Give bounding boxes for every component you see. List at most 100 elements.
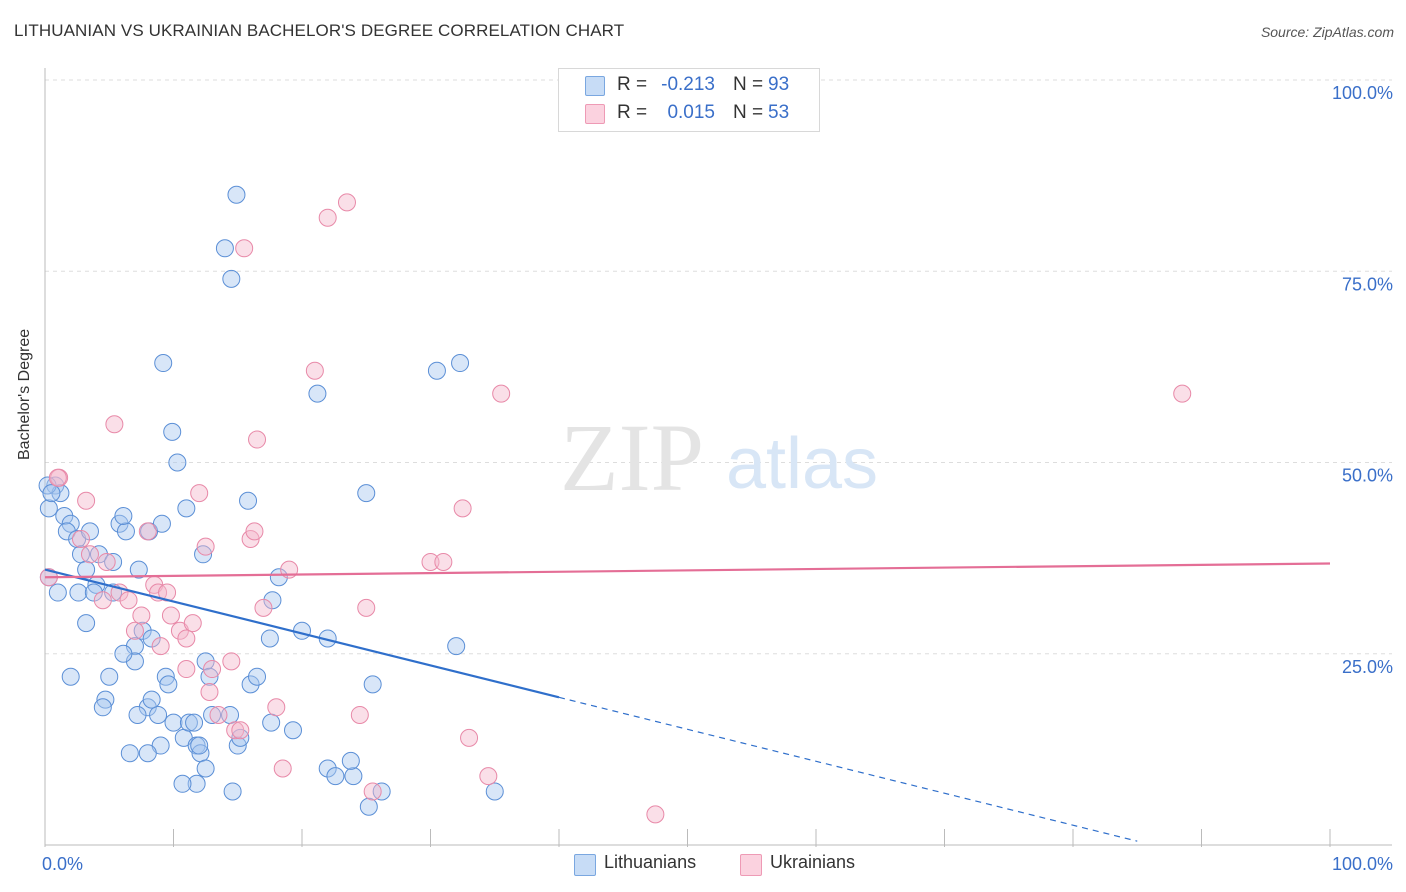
data-point <box>260 629 279 648</box>
data-point <box>80 522 99 541</box>
data-point <box>77 560 96 579</box>
legend-n-value: 53 <box>768 102 790 123</box>
y-axis-label: Bachelor's Degree <box>16 328 33 460</box>
legend-r-label: R = <box>617 74 648 95</box>
data-point <box>179 713 198 732</box>
tick-labels: 25.0% 50.0% 75.0% 100.0% 0.0% 100.0% <box>42 83 1393 874</box>
legend-r-value: 0.015 <box>667 102 715 123</box>
data-point <box>226 721 245 740</box>
data-point <box>164 713 183 732</box>
legend-swatch-lithuanians <box>574 854 596 876</box>
data-point <box>460 728 479 747</box>
y-tick-label: 75.0% <box>1342 274 1393 294</box>
data-point <box>203 705 222 724</box>
data-point <box>77 614 96 633</box>
data-point <box>235 239 254 258</box>
data-point <box>71 530 90 548</box>
data-point <box>42 484 61 503</box>
data-point <box>116 522 135 541</box>
data-point <box>104 552 123 571</box>
data-point <box>318 208 337 227</box>
data-point <box>120 744 139 763</box>
data-point <box>39 499 58 518</box>
data-point <box>434 552 453 571</box>
data-point <box>177 499 196 518</box>
x-tick-label-left: 0.0% <box>42 854 83 874</box>
data-point <box>492 384 511 403</box>
data-point <box>48 583 67 602</box>
series-ukrainians <box>39 193 1192 824</box>
data-point <box>48 468 67 487</box>
data-point <box>485 782 504 801</box>
data-point <box>231 721 250 740</box>
data-point <box>357 598 376 617</box>
data-point <box>359 797 378 816</box>
data-point <box>125 621 144 640</box>
data-point <box>350 705 369 724</box>
legend-n-value: 93 <box>768 74 790 95</box>
data-point <box>128 705 147 724</box>
data-point <box>132 606 151 625</box>
data-point <box>227 185 246 204</box>
legend-row-lithuanians: R = -0.213 N = 93 <box>559 72 819 100</box>
data-point <box>1173 384 1192 403</box>
data-point <box>263 591 282 610</box>
data-point <box>114 644 133 663</box>
data-point <box>215 239 234 258</box>
data-point <box>93 591 112 610</box>
data-point <box>114 507 133 526</box>
legend-swatch-lithuanians <box>585 76 605 96</box>
trend-lines <box>44 562 1331 842</box>
x-tick-label-right: 100.0% <box>1332 854 1393 874</box>
legend-r-value: -0.213 <box>661 74 715 95</box>
data-point <box>93 698 112 717</box>
data-point <box>168 453 187 472</box>
data-point <box>152 514 171 533</box>
data-point <box>241 675 260 694</box>
data-point <box>138 744 157 763</box>
data-point <box>267 698 286 717</box>
data-point <box>341 751 360 770</box>
watermark-zip: ZIP <box>560 404 704 511</box>
data-point <box>142 629 161 648</box>
data-point <box>190 484 209 503</box>
y-tick-label: 100.0% <box>1332 83 1393 103</box>
legend-label-lithuanians: Lithuanians <box>604 852 697 872</box>
data-point <box>305 361 324 380</box>
legend-n-label: N = <box>733 102 764 123</box>
data-point <box>142 690 161 709</box>
data-point <box>363 782 382 801</box>
legend-n-label: N = <box>733 74 764 95</box>
y-tick-label: 25.0% <box>1342 657 1393 677</box>
data-point <box>248 430 267 449</box>
data-point <box>453 499 472 518</box>
data-point <box>239 491 258 510</box>
data-point <box>138 522 157 541</box>
data-point <box>69 583 88 602</box>
data-point <box>421 552 440 571</box>
data-point <box>293 621 311 640</box>
legend-swatch-ukrainians <box>585 104 605 124</box>
legend-row-ukrainians: R = 0.015 N = 53 <box>559 100 819 128</box>
data-point <box>273 759 292 778</box>
legend-swatch-ukrainians <box>740 854 762 876</box>
data-point <box>222 652 241 671</box>
trend-line <box>44 562 1331 579</box>
data-point <box>80 545 99 564</box>
data-point <box>97 552 116 571</box>
data-point <box>177 660 196 679</box>
source-label: Source: ZipAtlas.com <box>1260 24 1394 40</box>
data-point <box>105 415 124 434</box>
data-point <box>308 384 327 403</box>
data-point <box>151 637 170 656</box>
data-point <box>209 705 228 724</box>
data-point <box>203 660 222 679</box>
data-point <box>284 721 303 740</box>
data-point <box>646 805 665 824</box>
data-point <box>318 759 337 778</box>
data-point <box>161 606 180 625</box>
gridlines <box>45 79 1392 655</box>
series-lithuanians <box>38 185 504 816</box>
data-point <box>326 767 345 786</box>
